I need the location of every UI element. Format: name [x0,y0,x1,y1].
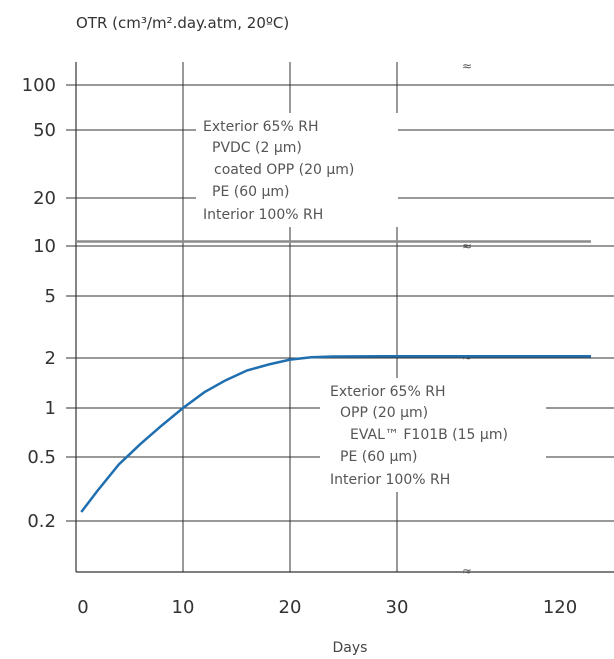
annotation-upper-line-2: PVDC (2 µm) [212,140,302,156]
x-tick-label-0: 0 [77,597,88,618]
axis-break-top: ≈ [462,59,472,73]
x-tick-label-120: 120 [543,597,577,618]
y-tick-label-5: 5 [45,286,56,307]
y-tick-label-20: 20 [33,188,56,209]
annotation-lower-box [320,378,546,492]
series-lines [76,240,591,513]
y-tick-label-10: 10 [33,236,56,257]
annotation-lower-line-5: Interior 100% RH [330,472,450,488]
series-line-lower [80,354,591,513]
y-axis: 100 50 20 10 5 2 1 0.5 0.2 [22,62,77,572]
y-tick-label-100: 100 [22,75,56,96]
annotation-upper-line-3: coated OPP (20 µm) [214,162,354,178]
y-tick-label-50: 50 [33,120,56,141]
y-tick-label-0.2: 0.2 [27,511,56,532]
annotation-upper-line-4: PE (60 µm) [212,184,289,200]
y-tick-label-1: 1 [45,398,56,419]
x-tick-label-10: 10 [172,597,195,618]
x-axis-label: Days [333,640,368,656]
annotation-lower-line-1: Exterior 65% RH [330,384,445,400]
y-tick-label-2: 2 [45,348,56,369]
x-tick-label-30: 30 [386,597,409,618]
annotation-lower-line-2: OPP (20 µm) [340,405,428,421]
y-tick-label-0.5: 0.5 [27,447,56,468]
y-axis-label: OTR (cm³/m².day.atm, 20ºC) [76,14,289,32]
x-axis: 0 10 20 30 120 Days [76,571,614,656]
annotation-upper-line-5: Interior 100% RH [203,207,323,223]
annotation-lower-line-4: PE (60 µm) [340,449,417,465]
axis-break-bottom: ≈ [462,564,472,578]
annotation-upper-box [196,113,398,227]
annotation-lower: Exterior 65% RH OPP (20 µm) EVAL™ F101B … [320,378,546,492]
annotation-lower-line-3: EVAL™ F101B (15 µm) [350,427,508,443]
annotation-upper: Exterior 65% RH PVDC (2 µm) coated OPP (… [196,113,398,227]
axis-breaks: ≈ ≈ ≈ ≈ [462,59,472,578]
axis-break-upper-series: ≈ [462,239,472,253]
annotation-upper-line-1: Exterior 65% RH [203,119,318,135]
x-tick-label-20: 20 [279,597,302,618]
